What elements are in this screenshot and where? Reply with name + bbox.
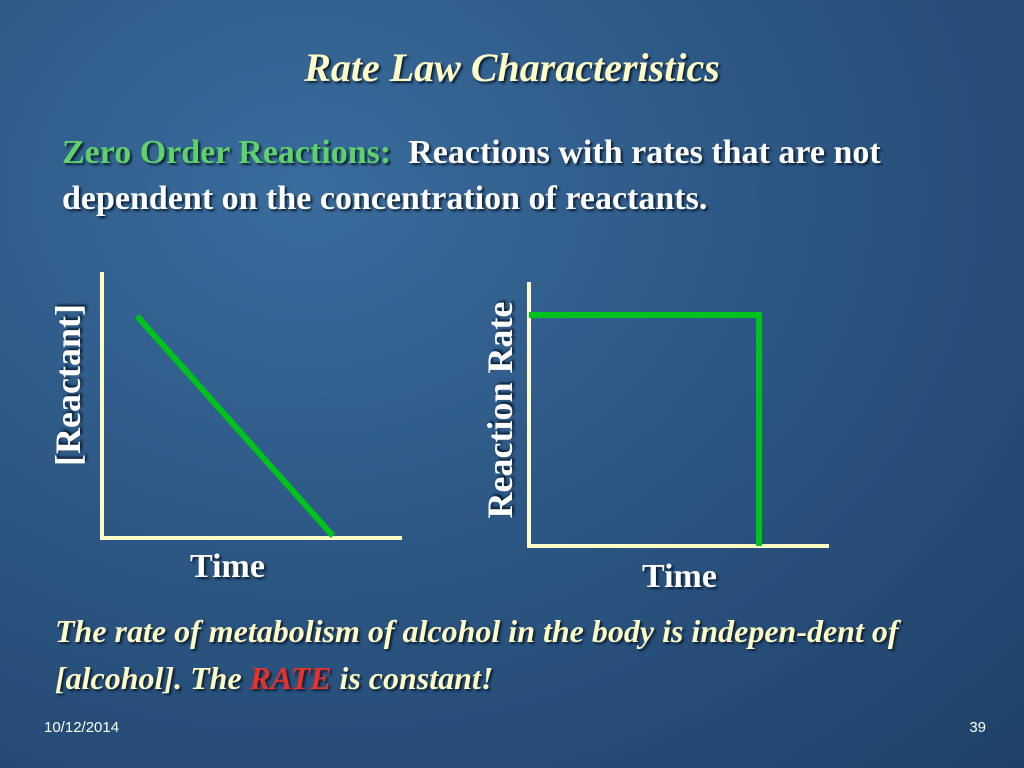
footer-page-number: 39 [969,719,986,736]
definition-paragraph: Zero Order Reactions: Reactions with rat… [62,130,1002,222]
statement-text-start: The rate of metabolism of alcohol in the… [55,613,899,696]
graph2-rate-line [529,312,762,546]
graph-rate-vs-time [527,282,829,548]
graph1-x-label: Time [190,548,265,585]
graph2-x-label: Time [642,558,717,595]
graph1-y-label: [Reactant] [48,304,88,466]
footer-date: 10/12/2014 [44,719,120,736]
graph2-y-label: Reaction Rate [480,301,520,519]
slide-title: Rate Law Characteristics [304,45,720,90]
statement-paragraph: The rate of metabolism of alcohol in the… [55,608,1005,702]
graph1-reactant-line [134,314,336,538]
statement-text-end: is constant! [331,660,494,696]
definition-text: Reactions with rates that are not depend… [62,134,881,217]
statement-emphasis: RATE [249,660,332,696]
graph-reactant-vs-time [100,272,402,540]
definition-term: Zero Order Reactions: [62,134,392,171]
